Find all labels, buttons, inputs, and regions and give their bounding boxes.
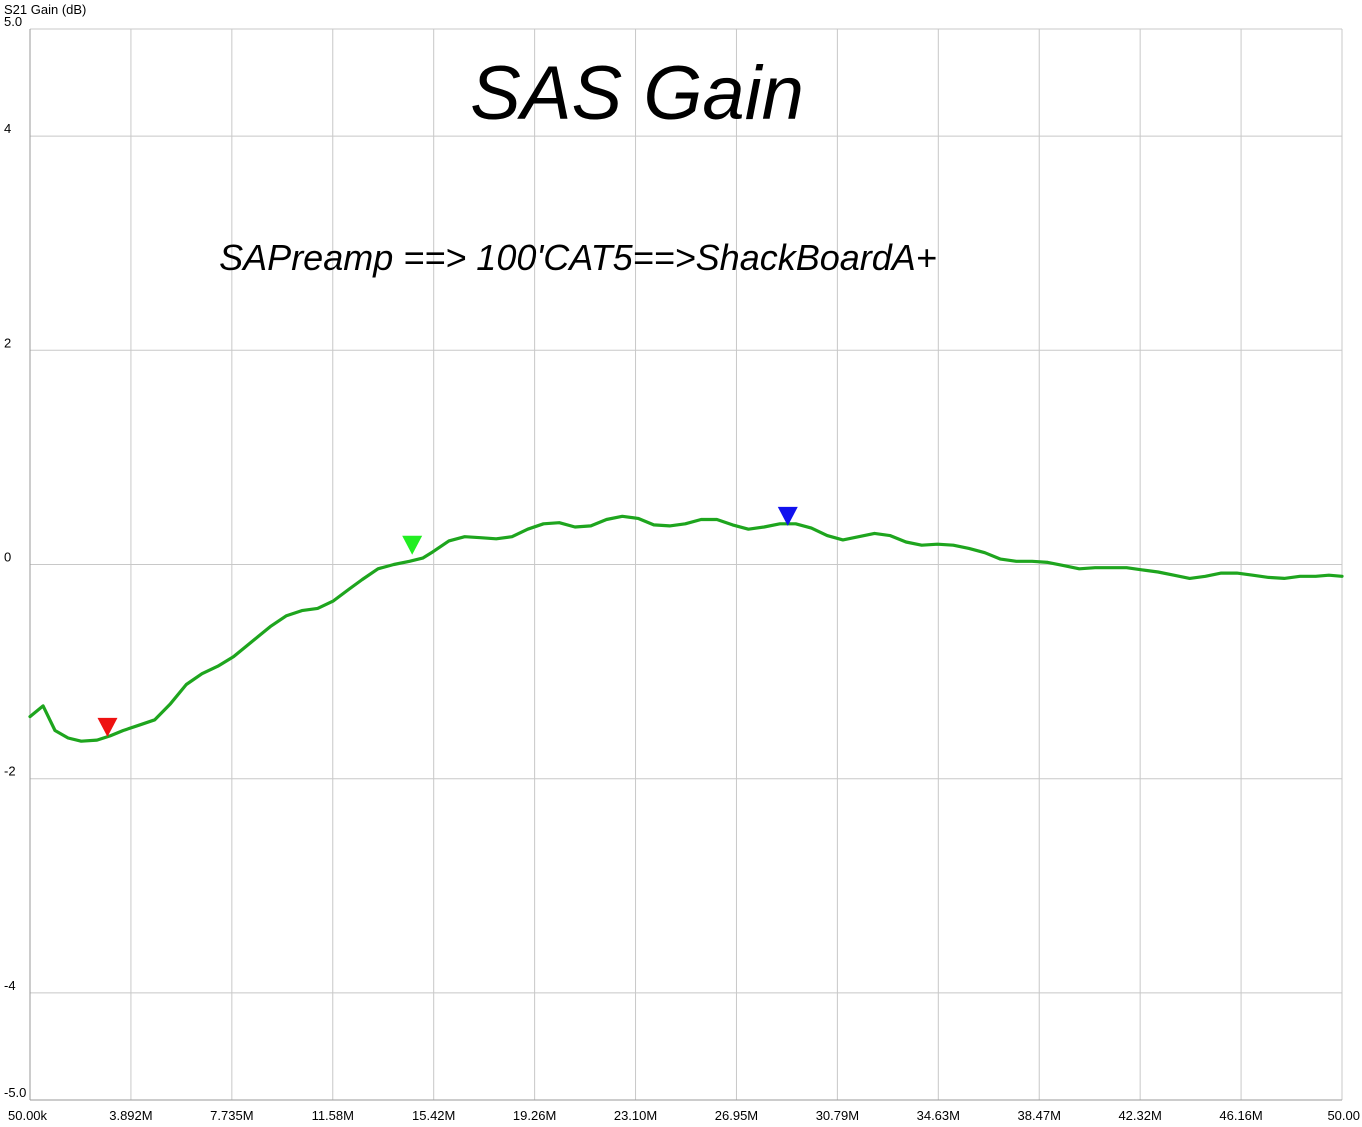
y-tick-label: 2 <box>4 335 11 350</box>
x-tick-label: 46.16M <box>1219 1108 1262 1123</box>
x-tick-label: 30.79M <box>816 1108 859 1123</box>
y-tick-label: 5.0 <box>4 14 22 29</box>
marker-3 <box>777 506 798 526</box>
y-axis-label: S21 Gain (dB) <box>4 2 86 17</box>
x-tick-label: 26.95M <box>715 1108 758 1123</box>
x-tick-label: 11.58M <box>312 1108 354 1123</box>
x-tick-label: 50.00k <box>8 1108 48 1123</box>
y-tick-label: 0 <box>4 550 11 565</box>
x-tick-label: 50.00 <box>1327 1108 1360 1123</box>
x-tick-label: 38.47M <box>1018 1108 1061 1123</box>
x-tick-labels: 50.00k 3.892M 7.735M 11.58M 15.42M 19.26M 23.1… <box>8 1108 1360 1123</box>
grid-lines <box>29 28 1343 1101</box>
marker-1 <box>97 717 118 737</box>
y-tick-label: -5.0 <box>4 1085 26 1100</box>
x-tick-label: 15.42M <box>412 1108 455 1123</box>
marker-2 <box>402 535 423 555</box>
chart-title: SAS Gain <box>470 51 804 136</box>
y-tick-label: -4 <box>4 978 16 993</box>
chart-subtitle: SAPreamp ==> 100'CAT5==>ShackBoardA+ <box>219 237 937 278</box>
x-tick-label: 3.892M <box>109 1108 152 1123</box>
marker-group <box>97 506 798 737</box>
y-tick-label: -2 <box>4 764 16 779</box>
y-tick-label: 4 <box>4 121 11 136</box>
x-tick-label: 19.26M <box>513 1108 556 1123</box>
series-group <box>28 514 1344 743</box>
x-tick-label: 42.32M <box>1118 1108 1161 1123</box>
x-tick-label: 34.63M <box>917 1108 960 1123</box>
x-tick-label: 7.735M <box>210 1108 253 1123</box>
series-line <box>28 514 1344 743</box>
x-tick-label: 23.10M <box>614 1108 657 1123</box>
y-tick-labels: 5.0 4 2 0 -2 -4 -5.0 <box>4 14 26 1100</box>
